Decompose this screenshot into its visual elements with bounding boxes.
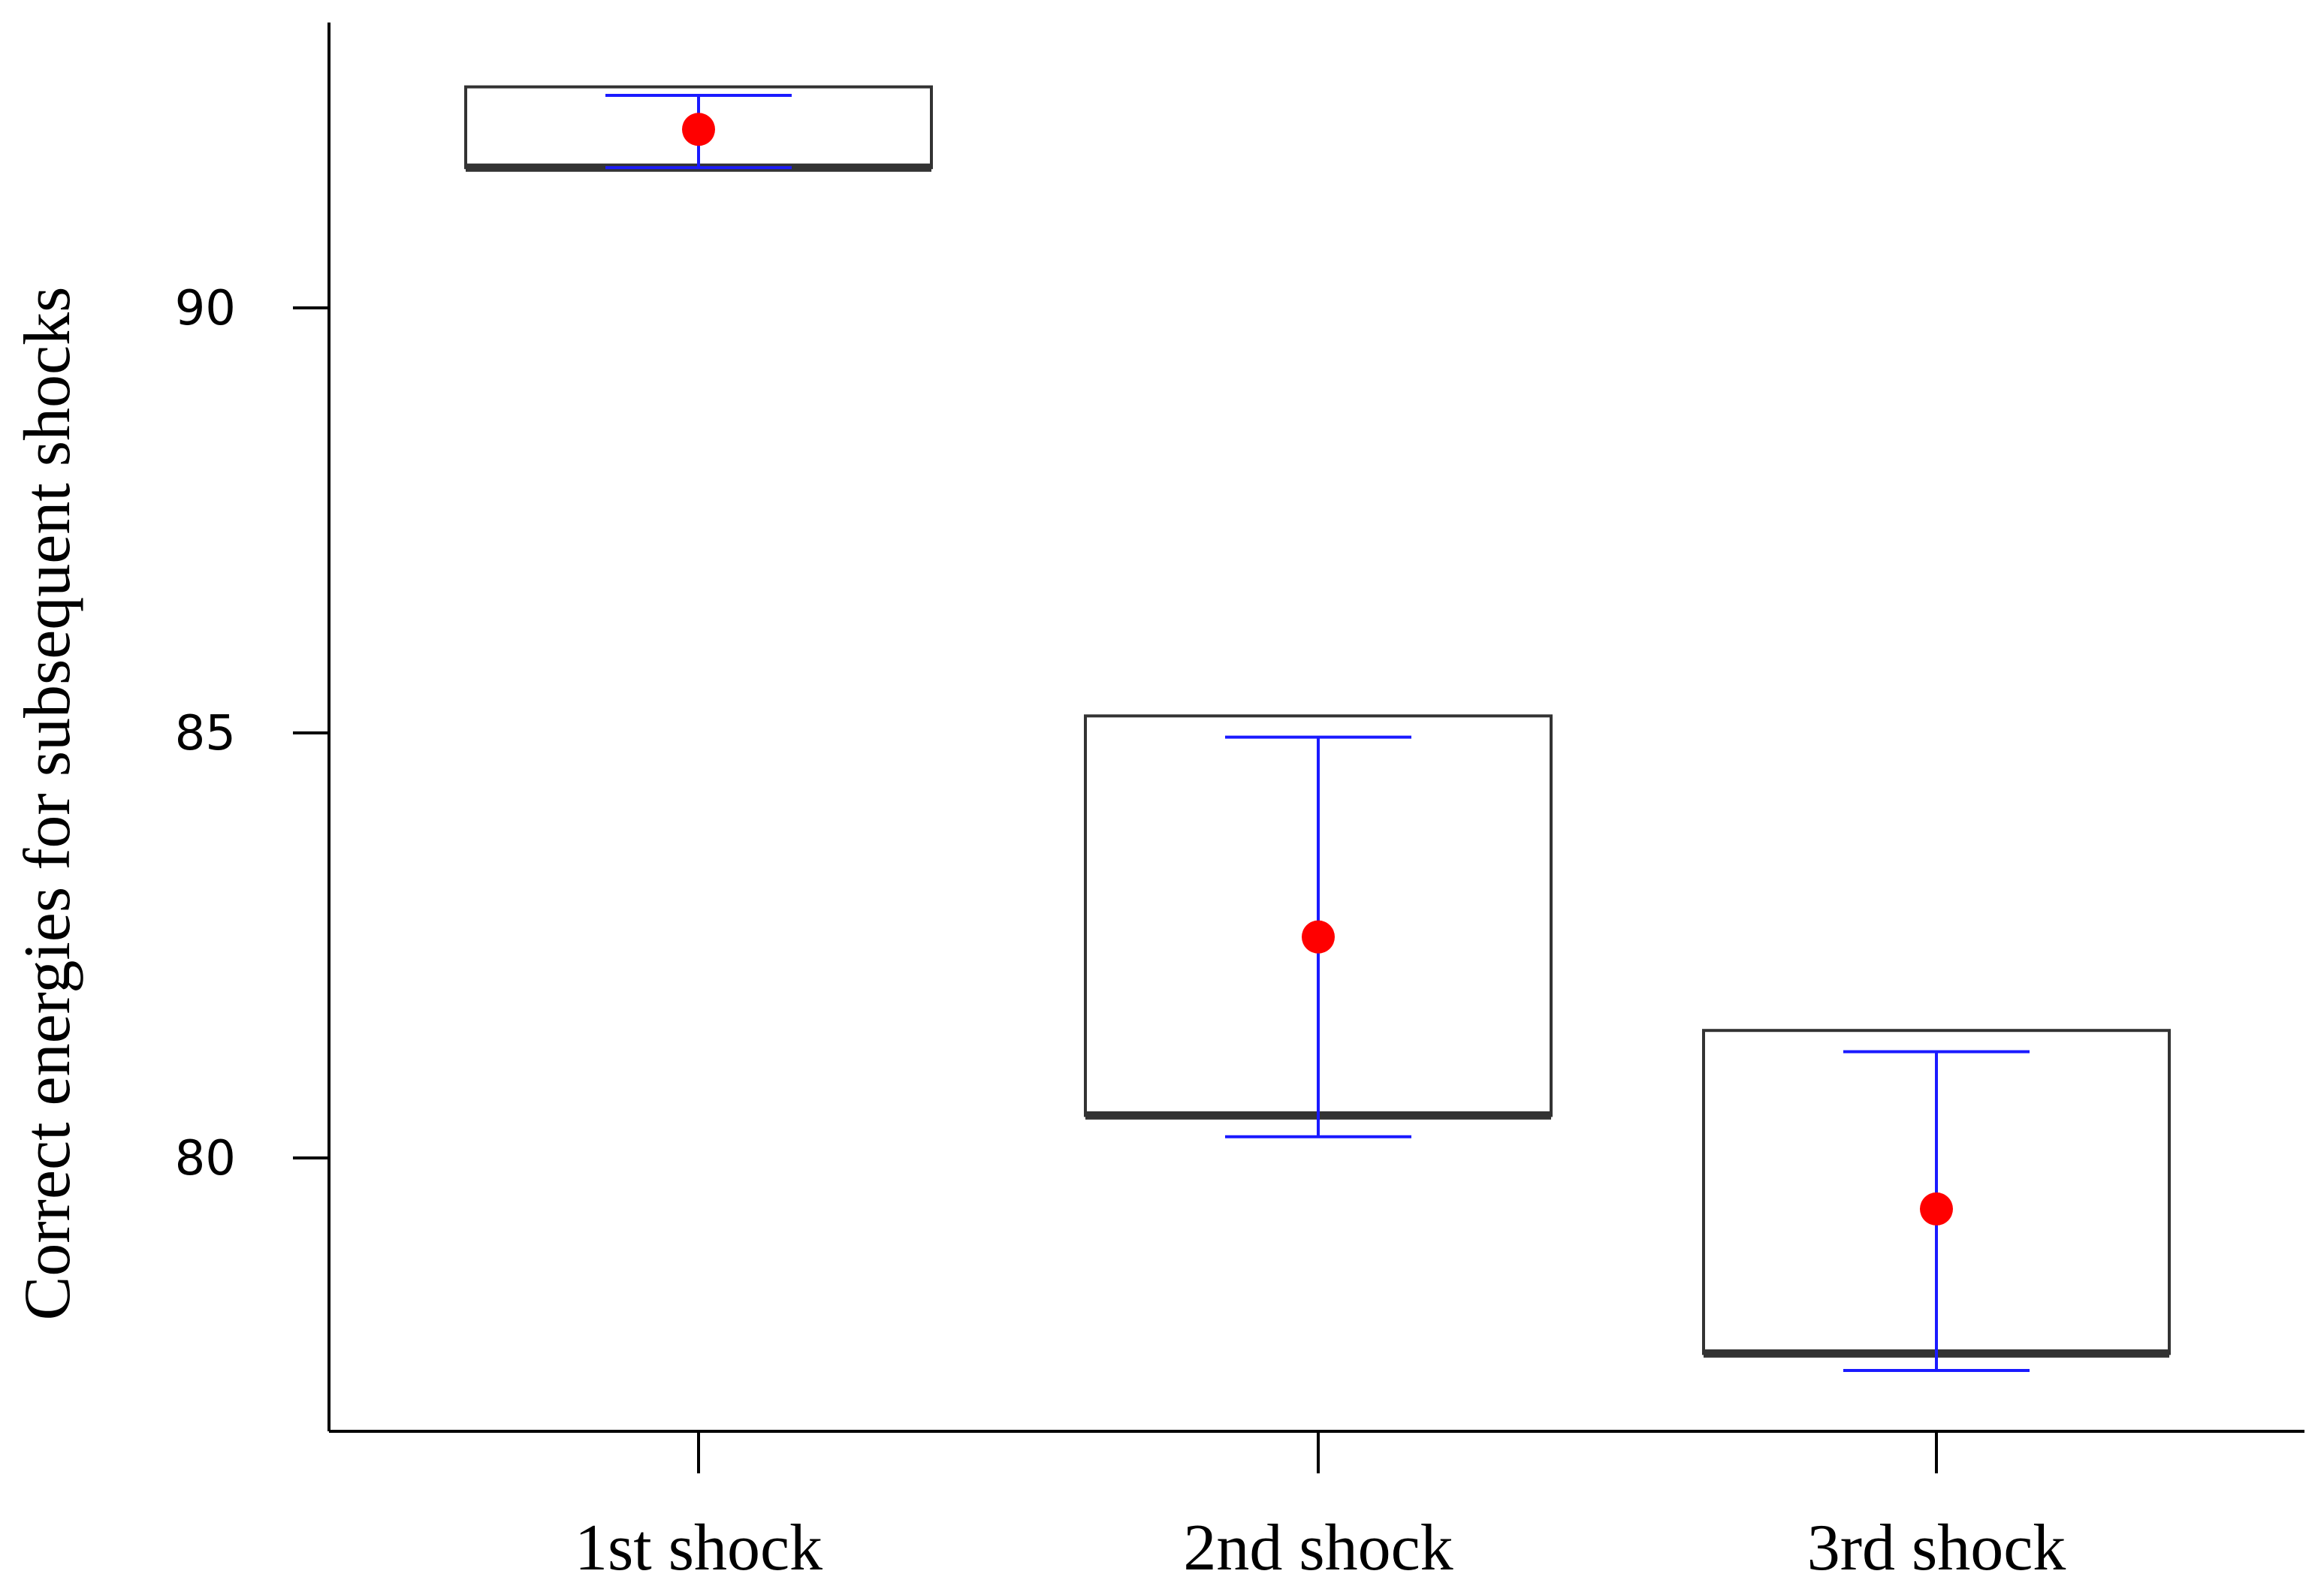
x-category-label: 2nd shock [1183,1512,1453,1584]
x-category-label: 1st shock [575,1512,822,1584]
y-axis-title: Correct energies for subsequent shocks [11,287,84,1321]
mean-point [682,113,715,146]
y-tick-label: 90 [175,281,236,336]
x-axis: 1st shock 2nd shock 3rd shock [329,1430,2304,1584]
mean-point [1920,1192,1953,1226]
error-bars [605,94,2030,1372]
boxes [464,85,2171,1358]
mean-points [682,113,1953,1226]
y-tick-label: 85 [175,706,236,761]
y-tick-label: 80 [175,1131,236,1186]
y-axis: 80 85 90 [175,23,330,1431]
mean-point [1302,920,1335,954]
x-category-label: 3rd shock [1807,1512,2066,1584]
